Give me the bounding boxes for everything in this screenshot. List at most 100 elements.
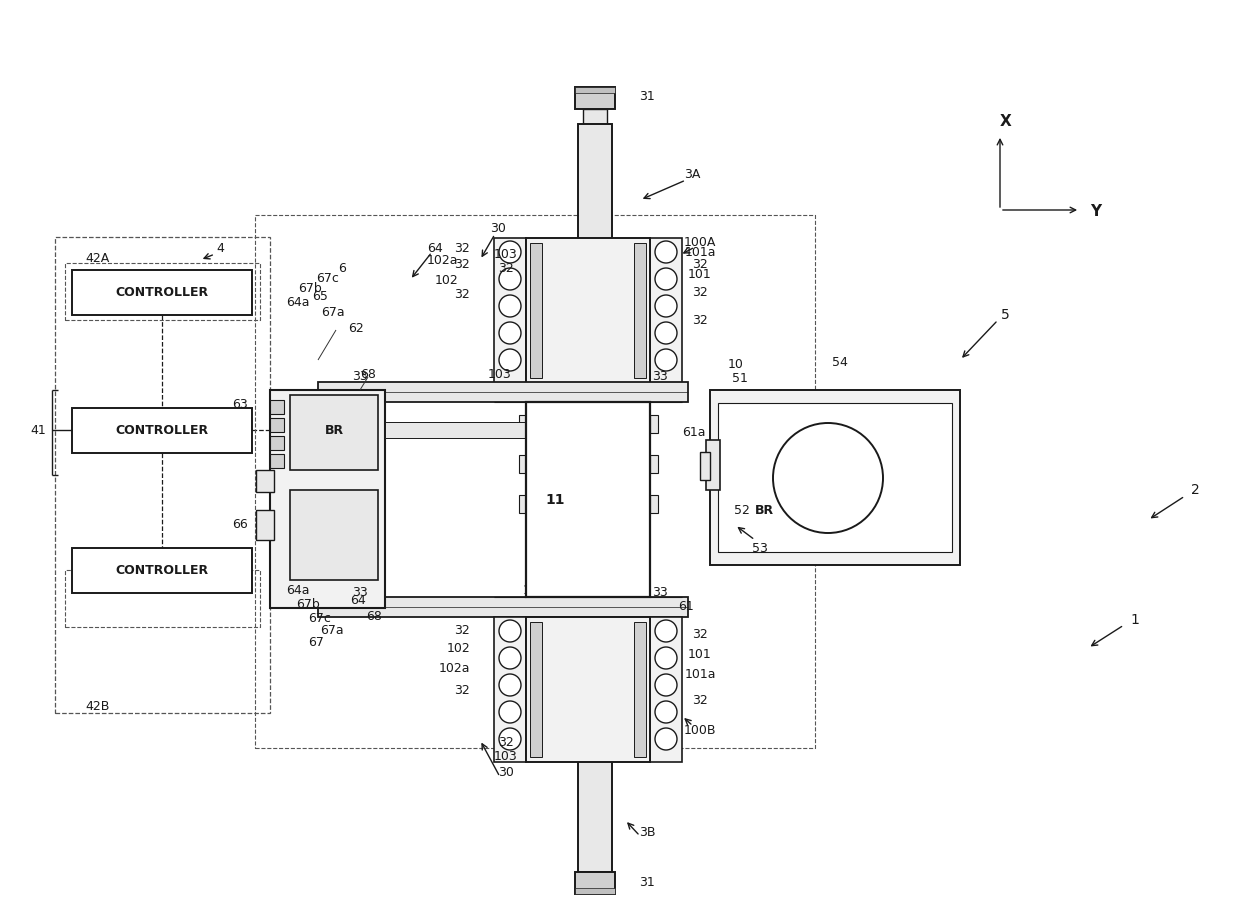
Text: 32: 32 — [454, 624, 470, 636]
Bar — [634, 622, 646, 757]
Text: 33: 33 — [352, 370, 368, 382]
Text: 101a: 101a — [684, 669, 715, 681]
Circle shape — [773, 423, 883, 533]
Circle shape — [655, 322, 677, 344]
Text: CONTROLLER: CONTROLLER — [115, 563, 208, 577]
Text: 33: 33 — [652, 370, 668, 382]
Text: 32: 32 — [692, 694, 708, 706]
Bar — [494, 238, 526, 383]
Bar — [64, 570, 260, 627]
Text: BR: BR — [325, 424, 343, 436]
Text: 6: 6 — [339, 262, 346, 274]
Bar — [64, 263, 260, 320]
Text: 103: 103 — [494, 751, 518, 763]
Text: 53: 53 — [753, 542, 768, 554]
Circle shape — [655, 349, 677, 371]
Bar — [520, 495, 527, 513]
Text: 101: 101 — [688, 268, 712, 282]
Bar — [270, 418, 284, 432]
Text: 68: 68 — [360, 368, 376, 382]
Text: 32: 32 — [454, 241, 470, 255]
Text: 67c: 67c — [316, 272, 340, 284]
Bar — [72, 408, 252, 453]
Text: 54: 54 — [832, 356, 848, 368]
Bar — [575, 872, 615, 894]
Bar — [72, 548, 252, 593]
Text: 67b: 67b — [298, 282, 322, 294]
Text: 65: 65 — [312, 290, 327, 302]
Circle shape — [655, 241, 677, 263]
Text: 32: 32 — [498, 262, 513, 274]
Circle shape — [498, 322, 521, 344]
Text: X: X — [1001, 114, 1012, 130]
Circle shape — [655, 620, 677, 642]
Bar — [72, 270, 252, 315]
Bar — [494, 617, 526, 762]
Bar — [255, 510, 274, 540]
Bar — [255, 215, 815, 748]
Text: 68: 68 — [366, 610, 382, 624]
Bar — [290, 490, 378, 580]
Circle shape — [655, 295, 677, 317]
Bar — [55, 237, 270, 713]
Text: 67a: 67a — [321, 305, 345, 319]
Text: 31: 31 — [639, 91, 655, 104]
Text: 51: 51 — [732, 372, 748, 384]
Bar — [650, 495, 658, 513]
Bar — [526, 238, 650, 383]
Bar — [526, 402, 650, 597]
Text: 64a: 64a — [286, 583, 310, 597]
Bar — [520, 415, 527, 433]
Text: 32: 32 — [692, 627, 708, 641]
Text: 102a: 102a — [427, 254, 458, 266]
Circle shape — [498, 295, 521, 317]
Text: 32: 32 — [498, 735, 513, 749]
Bar — [317, 597, 688, 617]
Text: 66: 66 — [232, 518, 248, 532]
Bar — [526, 617, 650, 762]
Text: 103: 103 — [523, 583, 547, 597]
Text: 42A: 42A — [86, 251, 109, 265]
Bar — [650, 415, 658, 433]
Text: 33: 33 — [652, 587, 668, 599]
Text: 102: 102 — [434, 274, 458, 286]
Circle shape — [655, 268, 677, 290]
Text: 102: 102 — [446, 642, 470, 654]
Bar — [317, 382, 688, 402]
Text: 67b: 67b — [296, 598, 320, 610]
Circle shape — [498, 728, 521, 750]
Bar — [578, 640, 613, 872]
Text: 32: 32 — [692, 258, 708, 272]
Text: 103: 103 — [489, 367, 512, 381]
Text: 32: 32 — [454, 289, 470, 302]
Text: CONTROLLER: CONTROLLER — [115, 285, 208, 299]
Text: 67: 67 — [308, 635, 324, 649]
Bar — [650, 617, 682, 762]
Bar — [701, 452, 711, 480]
Bar — [529, 243, 542, 378]
Text: 30: 30 — [498, 767, 513, 779]
Text: 100B: 100B — [683, 724, 717, 736]
Bar — [578, 124, 613, 356]
Circle shape — [498, 349, 521, 371]
Text: 10: 10 — [728, 358, 744, 372]
Text: 67c: 67c — [309, 611, 331, 625]
Bar — [575, 87, 615, 93]
Text: 32: 32 — [454, 683, 470, 697]
Text: 61a: 61a — [682, 426, 706, 438]
Text: 33: 33 — [352, 587, 368, 599]
Text: 64: 64 — [350, 593, 366, 607]
Text: 4: 4 — [216, 241, 224, 255]
Circle shape — [655, 674, 677, 696]
Bar — [270, 436, 284, 450]
Circle shape — [498, 674, 521, 696]
Text: 103: 103 — [494, 248, 518, 262]
Bar — [583, 109, 608, 124]
Bar — [718, 403, 952, 552]
Text: 102a: 102a — [439, 662, 470, 674]
Bar — [520, 455, 527, 473]
Text: 2: 2 — [1190, 483, 1199, 497]
Text: CONTROLLER: CONTROLLER — [115, 424, 208, 436]
Text: 100A: 100A — [683, 236, 717, 248]
Bar — [270, 390, 384, 608]
